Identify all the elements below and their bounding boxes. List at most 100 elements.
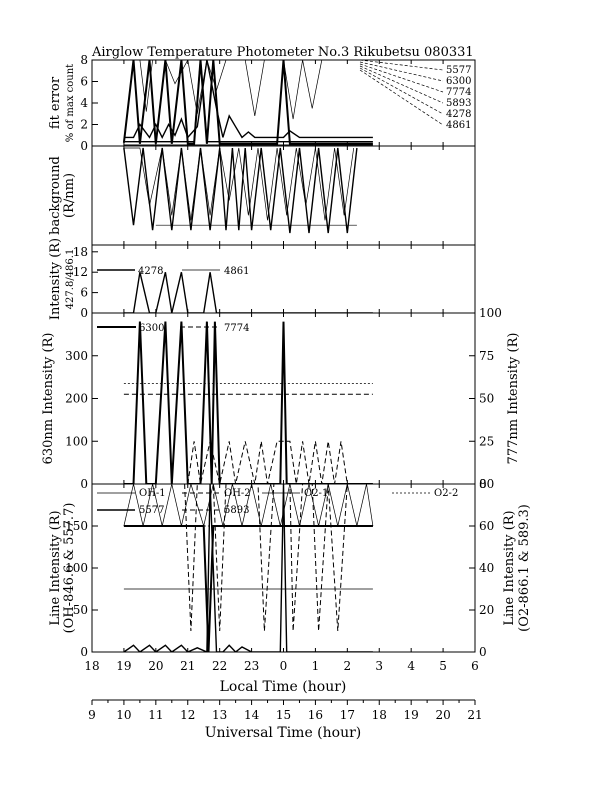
- local-time-tick-label: 1: [312, 659, 320, 673]
- local-time-tick-label: 19: [116, 659, 131, 673]
- y-right-tick-label: 100: [479, 306, 502, 320]
- universal-tick-label: 17: [340, 708, 355, 722]
- legend-label: O2-1: [304, 488, 328, 499]
- local-time-tick-label: 6: [471, 659, 479, 673]
- legend-label: 5577: [139, 505, 164, 516]
- y-right-tick-label: 60: [479, 519, 494, 533]
- y-right-axis-label: Line Intensity (R): [502, 510, 517, 625]
- universal-tick-label: 14: [244, 708, 260, 722]
- y-right-tick-label: 75: [479, 349, 494, 363]
- universal-tick-label: 11: [148, 708, 163, 722]
- series-background-a: [123, 147, 358, 234]
- legend-label: 7774: [224, 323, 249, 334]
- panel-red: 0 100 200 300 0 25 50 75 100 630nm Intensity (R) 7…: [41, 306, 521, 491]
- panel-fit: 0 2 4 6 8 fit error% of max count 557763007774…: [48, 53, 476, 153]
- y-tick-label: 0: [80, 477, 88, 491]
- panel-series-group: [123, 272, 373, 313]
- chart-title: Airglow Temperature Photometer No.3 Riku…: [91, 45, 474, 60]
- legend-label: OH-1: [139, 488, 166, 499]
- legend-label: 5893: [446, 98, 471, 109]
- universal-tick-label: 13: [212, 708, 227, 722]
- series-6300: [123, 321, 373, 484]
- local-time-tick-label: 18: [84, 659, 99, 673]
- panel-frame: [91, 145, 476, 246]
- universal-time-axis-label: Universal Time (hour): [205, 725, 362, 741]
- y-tick-label: 6: [80, 75, 88, 89]
- universal-tick-label: 16: [308, 708, 323, 722]
- y-tick-label: 12: [73, 265, 88, 279]
- universal-tick-label: 21: [467, 708, 482, 722]
- local-time-tick-label: 3: [375, 659, 383, 673]
- legend-label: 4278: [446, 109, 471, 120]
- local-time-tick-label: 21: [180, 659, 195, 673]
- series-6300: [123, 60, 373, 139]
- y-axis-label: fit error: [48, 76, 63, 129]
- y-tick-label: 2: [80, 118, 88, 132]
- panel-blue: 0 6 12 18 Intensity (R) 427.8/486.1 4278 4861: [48, 238, 476, 320]
- legend-label: 6300: [446, 76, 471, 87]
- series-OH-1: [123, 484, 374, 528]
- y-axis-label: background: [48, 156, 63, 235]
- legend-label: 4861: [224, 266, 249, 277]
- y-right-tick-label: 25: [479, 434, 494, 448]
- y-tick-label: 8: [80, 53, 88, 67]
- legend-leader: [359, 63, 444, 93]
- y-right-tick-label: 0: [479, 477, 487, 491]
- legend-label: 5577: [446, 65, 471, 76]
- y-tick-label: 300: [65, 349, 88, 363]
- y-tick-label: 150: [65, 519, 88, 533]
- legend-leader: [359, 59, 444, 71]
- y-tick-label: 0: [80, 139, 88, 153]
- universal-tick-label: 9: [88, 708, 96, 722]
- y-axis-label-sub: (OH-846.6 & 557.7): [62, 503, 77, 634]
- local-time-tick-label: 23: [244, 659, 259, 673]
- y-right-tick-label: 20: [479, 603, 494, 617]
- y-tick-label: 200: [65, 392, 88, 406]
- local-time-tick-label: 22: [212, 659, 227, 673]
- y-tick-label: 100: [65, 434, 88, 448]
- legend-label: 4278: [138, 266, 163, 277]
- local-time-axis-label: Local Time (hour): [220, 679, 347, 695]
- legend-leader: [359, 69, 444, 126]
- universal-tick-label: 10: [116, 708, 131, 722]
- legend-label: O2-2: [434, 488, 458, 499]
- y-tick-label: 100: [65, 561, 88, 575]
- legend-label: 6300: [139, 323, 164, 334]
- y-tick-label: 18: [73, 245, 88, 259]
- y-axis-label: Intensity (R): [48, 238, 63, 320]
- y-axis-label-sub: (R/nm): [62, 173, 77, 218]
- universal-tick-label: 15: [276, 708, 291, 722]
- series-7774: [123, 60, 373, 120]
- panel-series-group: [123, 147, 358, 234]
- legend-leader: [359, 65, 444, 104]
- y-axis-label: 630nm Intensity (R): [41, 333, 56, 465]
- local-time-tick-label: 4: [407, 659, 415, 673]
- series-4278: [123, 272, 373, 313]
- universal-tick-label: 20: [435, 708, 450, 722]
- y-right-tick-label: 80: [479, 477, 494, 491]
- universal-tick-label: 18: [372, 708, 387, 722]
- y-tick-label: 4: [80, 96, 88, 110]
- series-background-b: [123, 147, 355, 221]
- y-right-axis-label: 777nm Intensity (R): [506, 333, 521, 465]
- y-right-tick-label: 50: [479, 392, 494, 406]
- legend-label: 7774: [446, 87, 471, 98]
- legend-leader: [359, 67, 444, 115]
- local-time-tick-label: 2: [344, 659, 352, 673]
- y-right-tick-label: 40: [479, 561, 494, 575]
- legend-label: OH-2: [224, 488, 251, 499]
- y-right-tick-label: 0: [479, 645, 487, 659]
- panel-series-group: [123, 321, 373, 484]
- series-7774: [187, 440, 373, 484]
- series-5893: [123, 60, 373, 143]
- legend-leader: [359, 61, 444, 82]
- y-axis-label-sub: 427.8/486.1: [65, 249, 76, 310]
- local-time-tick-label: 5: [439, 659, 447, 673]
- y-tick-label: 6: [80, 286, 88, 300]
- y-right-axis-label-sub: (O2-866.1 & 589.3): [517, 504, 532, 632]
- universal-tick-label: 12: [180, 708, 195, 722]
- universal-tick-label: 19: [404, 708, 419, 722]
